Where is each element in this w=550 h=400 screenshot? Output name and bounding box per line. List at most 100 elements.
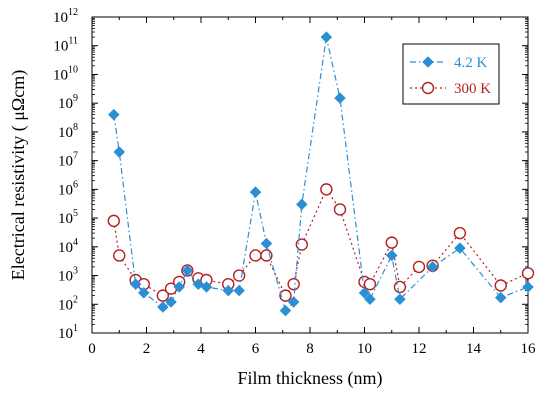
y-tick-exponent: 1: [73, 323, 78, 334]
data-point: [200, 281, 213, 293]
data-point: [181, 264, 194, 277]
y-tick-exponent: 7: [73, 151, 78, 162]
y-tick-label: 1012: [53, 7, 78, 26]
data-point: [107, 214, 121, 228]
y-tick-base: 10: [58, 240, 73, 256]
legend: 4.2 K 300 K: [402, 43, 500, 105]
data-point: [173, 281, 186, 293]
x-tick-label: 14: [466, 341, 482, 357]
data-point: [363, 277, 377, 291]
data-point: [454, 242, 466, 254]
y-tick-base: 10: [58, 211, 73, 227]
data-point: [364, 293, 376, 306]
y-tick-label: 106: [58, 179, 78, 198]
data-point: [113, 249, 126, 262]
series-layer: [107, 31, 535, 317]
data-point: [320, 183, 333, 196]
y-tick-base: 10: [53, 39, 68, 55]
y-tick-label: 104: [58, 237, 78, 256]
y-axis-label: Electrical resistivity ( μΩcm): [8, 70, 29, 280]
y-tick-base: 10: [58, 182, 73, 198]
x-axis-label: Film thickness (nm): [238, 368, 383, 389]
y-tick-base: 10: [53, 67, 68, 83]
data-point: [295, 198, 308, 211]
data-point: [295, 238, 309, 251]
data-point: [394, 293, 406, 306]
data-point: [412, 260, 426, 274]
y-tick-label: 105: [58, 208, 78, 227]
data-point: [156, 289, 170, 302]
y-tick-base: 10: [58, 269, 73, 285]
legend-label: 300 K: [454, 81, 491, 97]
x-tick-label: 12: [412, 341, 427, 357]
x-tick-label: 6: [252, 341, 260, 357]
y-tick-base: 10: [58, 96, 73, 112]
y-tick-base: 10: [58, 297, 73, 313]
y-tick-exponent: 10: [68, 64, 78, 75]
legend-marker: [421, 81, 435, 95]
data-point: [494, 279, 507, 292]
data-point: [107, 108, 120, 121]
y-tick-base: 10: [53, 10, 68, 26]
y-tick-base: 10: [58, 326, 73, 342]
y-tick-exponent: 3: [73, 266, 78, 277]
data-point: [333, 203, 347, 216]
data-point: [494, 291, 507, 304]
data-point: [279, 289, 292, 302]
y-tick-base: 10: [58, 154, 73, 170]
series-4-2k: [107, 31, 534, 317]
y-tick-exponent: 11: [68, 36, 78, 47]
y-tick-exponent: 9: [73, 93, 78, 104]
y-tick-exponent: 8: [73, 122, 78, 133]
data-point: [521, 267, 535, 280]
data-point: [426, 261, 439, 273]
data-point: [249, 249, 262, 262]
x-tick-label: 10: [357, 341, 372, 357]
legend-marker: [422, 56, 434, 68]
data-point: [287, 296, 300, 308]
data-point: [320, 31, 333, 43]
data-point: [334, 92, 346, 104]
y-tick-label: 103: [58, 266, 78, 285]
data-point: [279, 304, 292, 317]
y-tick-label: 1011: [53, 36, 78, 55]
x-tick-label: 0: [88, 341, 96, 357]
data-point: [260, 237, 273, 250]
data-point: [358, 286, 371, 299]
x-tick-label: 8: [306, 341, 314, 357]
y-tick-exponent: 4: [73, 237, 78, 248]
y-tick-label: 1010: [53, 64, 78, 83]
y-tick-exponent: 12: [68, 7, 78, 18]
data-point: [222, 284, 235, 297]
data-point: [165, 296, 177, 308]
x-tick-label: 2: [143, 341, 151, 357]
data-point: [232, 269, 246, 282]
y-tick-label: 101: [58, 323, 78, 342]
data-point: [385, 236, 398, 249]
data-point: [249, 186, 262, 199]
series-300k: [107, 183, 535, 302]
data-point: [113, 146, 126, 158]
data-point: [137, 286, 150, 299]
data-point: [129, 278, 142, 291]
x-tick-label: 4: [197, 341, 205, 357]
y-tick-label: 108: [58, 122, 78, 141]
data-point: [522, 281, 534, 293]
y-tick-label: 102: [58, 294, 78, 313]
data-point: [393, 280, 407, 294]
y-tick-exponent: 5: [73, 208, 78, 219]
y-tick-label: 109: [58, 93, 78, 112]
y-tick-label: 107: [58, 151, 78, 170]
data-point: [385, 249, 398, 262]
y-tick-exponent: 6: [73, 179, 78, 190]
data-point: [453, 226, 467, 240]
legend-box: [402, 43, 500, 105]
x-tick-label: 16: [521, 341, 537, 357]
data-point: [233, 284, 246, 297]
y-tick-exponent: 2: [73, 294, 78, 305]
y-tick-base: 10: [58, 125, 73, 141]
axes: 0 2 4 6 8 10 12 14 16101102103104105106107108109…: [53, 7, 536, 357]
data-point: [287, 277, 300, 291]
data-point: [156, 301, 169, 313]
